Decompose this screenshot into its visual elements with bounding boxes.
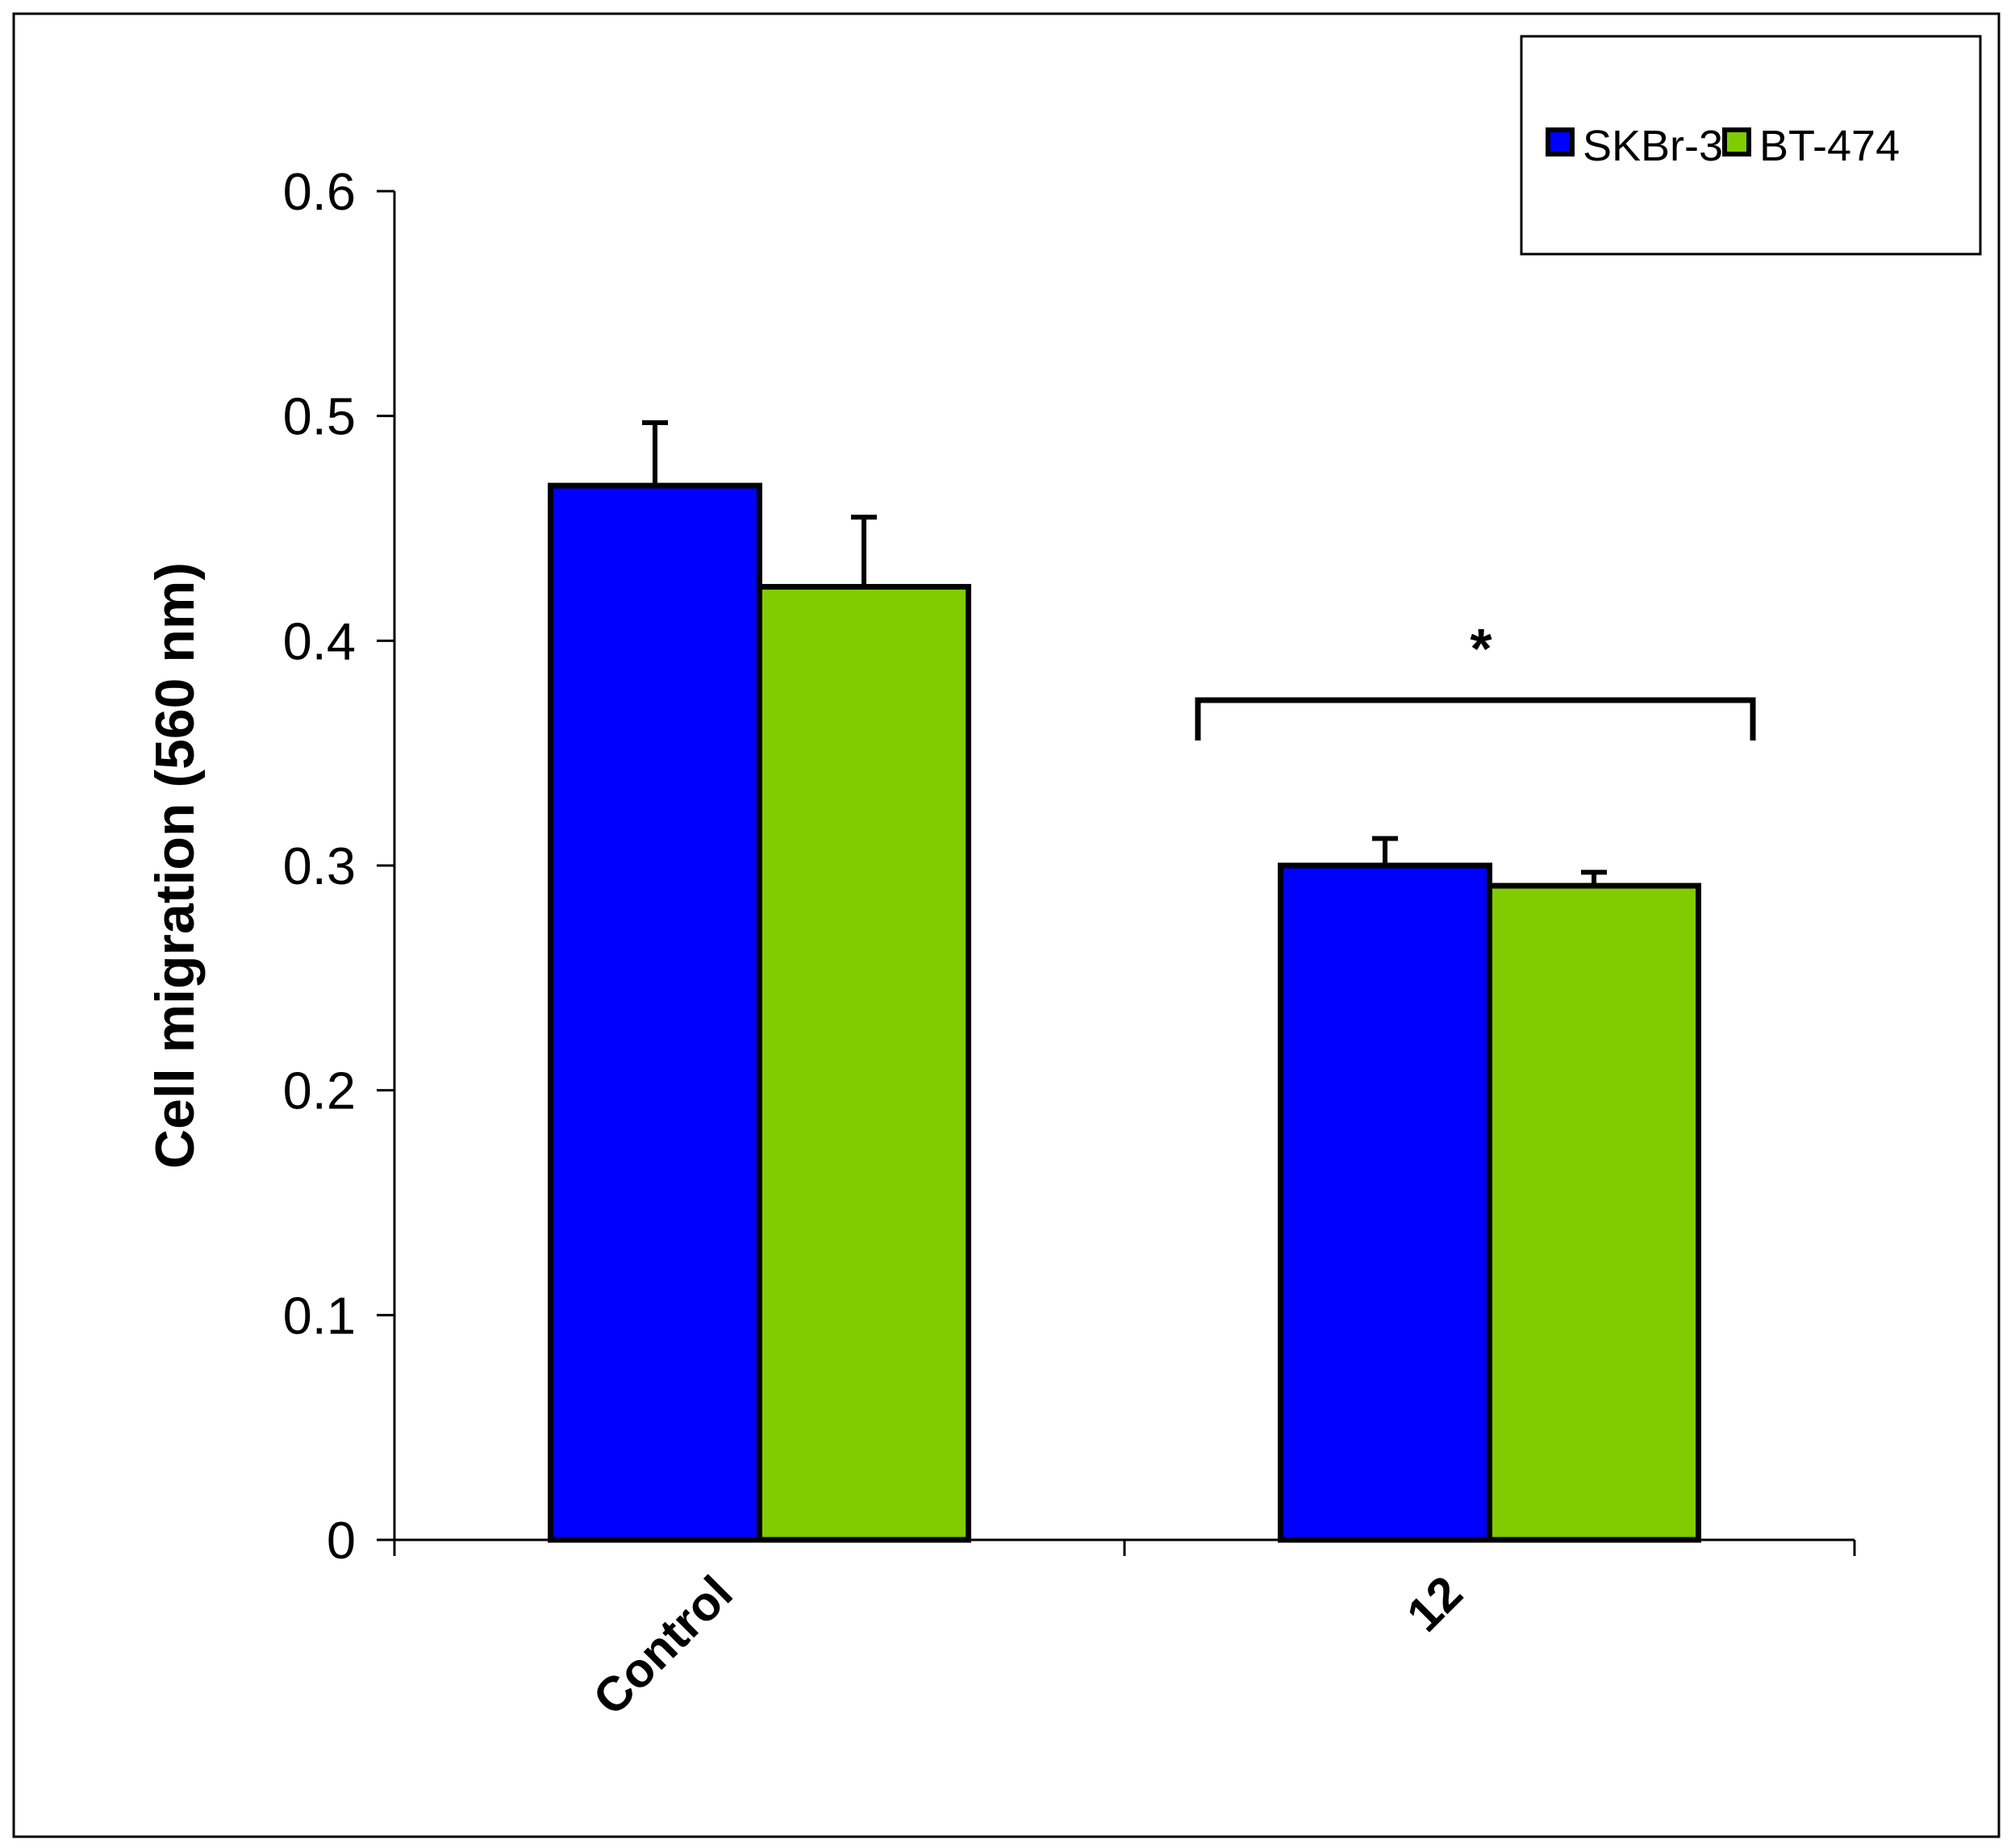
- significance-bracket: *: [1195, 617, 1756, 740]
- error-bars-group: [642, 420, 1607, 886]
- significance-marker: *: [1470, 617, 1492, 680]
- x-axis-ticks: [393, 1540, 1856, 1556]
- legend-swatch: [1722, 127, 1751, 156]
- y-axis-ticks: 0 0.1 0.2 0.3 0.4 0.5 0.6: [283, 162, 394, 1570]
- figure-border: [12, 12, 2001, 1838]
- y-tick-label: 0: [327, 1511, 356, 1570]
- bar-skbr-3-0: [548, 482, 762, 1543]
- y-tick-label: 0.2: [283, 1062, 356, 1120]
- category-label: Control: [583, 1566, 743, 1725]
- legend-label: SKBr-3: [1583, 122, 1723, 170]
- legend-label: BT-474: [1759, 122, 1900, 170]
- y-axis-title: Cell migration (560 nm): [144, 562, 206, 1169]
- category-label: 12: [1396, 1566, 1473, 1642]
- category-labels: Control 12: [583, 1566, 1473, 1725]
- y-tick-label: 0.6: [283, 162, 356, 221]
- y-tick-label: 0.3: [283, 836, 356, 895]
- bar-skbr-3-1: [1278, 862, 1492, 1543]
- y-tick-label: 0.5: [283, 387, 356, 446]
- bar-bt-474-1: [1487, 882, 1701, 1543]
- legend-swatch: [1546, 127, 1575, 156]
- y-tick-label: 0.1: [283, 1286, 356, 1345]
- significance-bracket-line: [1195, 697, 1756, 740]
- y-tick-label: 0.4: [283, 611, 356, 670]
- legend: SKBr-3 BT-474: [1520, 35, 1982, 256]
- bar-bt-474-0: [757, 583, 971, 1543]
- bars-group: [548, 482, 1701, 1543]
